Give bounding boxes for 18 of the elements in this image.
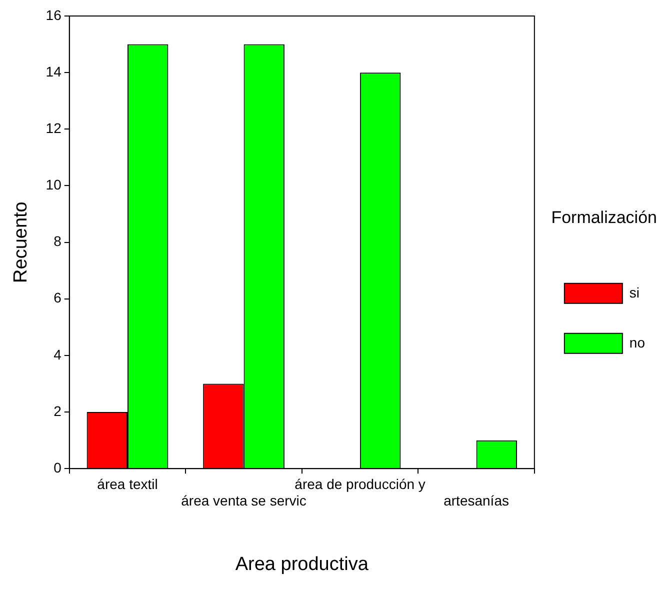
y-tick-label: 12	[46, 120, 62, 136]
x-tick-label: área venta se servic	[181, 492, 306, 509]
legend-label: si	[629, 284, 640, 300]
x-tick-label: área textil	[97, 476, 158, 492]
y-tick-label: 16	[46, 6, 62, 23]
y-axis-title: Recuento	[10, 202, 32, 283]
y-tick-label: 4	[54, 346, 62, 362]
x-tick-label: artesanías	[444, 492, 509, 509]
x-tick-label: área de producción y	[294, 476, 426, 492]
y-tick-label: 0	[54, 459, 62, 476]
y-tick-label: 6	[54, 290, 62, 306]
y-tick-label: 2	[54, 402, 62, 419]
y-tick-label: 8	[54, 233, 62, 250]
legend-label: no	[629, 334, 646, 350]
legend-title: Formalización	[551, 208, 657, 228]
y-tick-label: 10	[46, 176, 62, 193]
x-axis-title: Area productiva	[235, 554, 369, 575]
y-tick-label: 14	[46, 63, 62, 80]
